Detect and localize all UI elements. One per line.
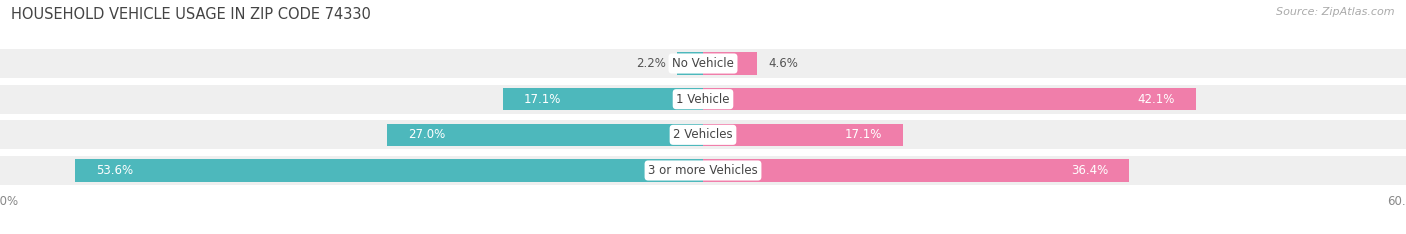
Text: 53.6%: 53.6% xyxy=(96,164,134,177)
Text: No Vehicle: No Vehicle xyxy=(672,57,734,70)
Bar xyxy=(703,124,904,146)
Text: 2.2%: 2.2% xyxy=(636,57,665,70)
Text: 3 or more Vehicles: 3 or more Vehicles xyxy=(648,164,758,177)
Bar xyxy=(0,84,1406,114)
Bar xyxy=(703,88,1197,110)
Bar xyxy=(703,159,1129,182)
Text: 2 Vehicles: 2 Vehicles xyxy=(673,128,733,141)
Text: 27.0%: 27.0% xyxy=(408,128,444,141)
Text: 17.1%: 17.1% xyxy=(524,93,561,106)
Text: 36.4%: 36.4% xyxy=(1071,164,1108,177)
Bar xyxy=(503,88,703,110)
Bar xyxy=(703,52,756,75)
Bar xyxy=(75,159,703,182)
Bar xyxy=(0,156,1406,185)
Bar xyxy=(387,124,703,146)
Text: 4.6%: 4.6% xyxy=(769,57,799,70)
Text: 17.1%: 17.1% xyxy=(845,128,883,141)
Bar xyxy=(0,120,1406,150)
Text: Source: ZipAtlas.com: Source: ZipAtlas.com xyxy=(1277,7,1395,17)
Text: 42.1%: 42.1% xyxy=(1137,93,1175,106)
Text: 1 Vehicle: 1 Vehicle xyxy=(676,93,730,106)
Bar xyxy=(678,52,703,75)
Text: HOUSEHOLD VEHICLE USAGE IN ZIP CODE 74330: HOUSEHOLD VEHICLE USAGE IN ZIP CODE 7433… xyxy=(11,7,371,22)
Bar xyxy=(0,49,1406,78)
